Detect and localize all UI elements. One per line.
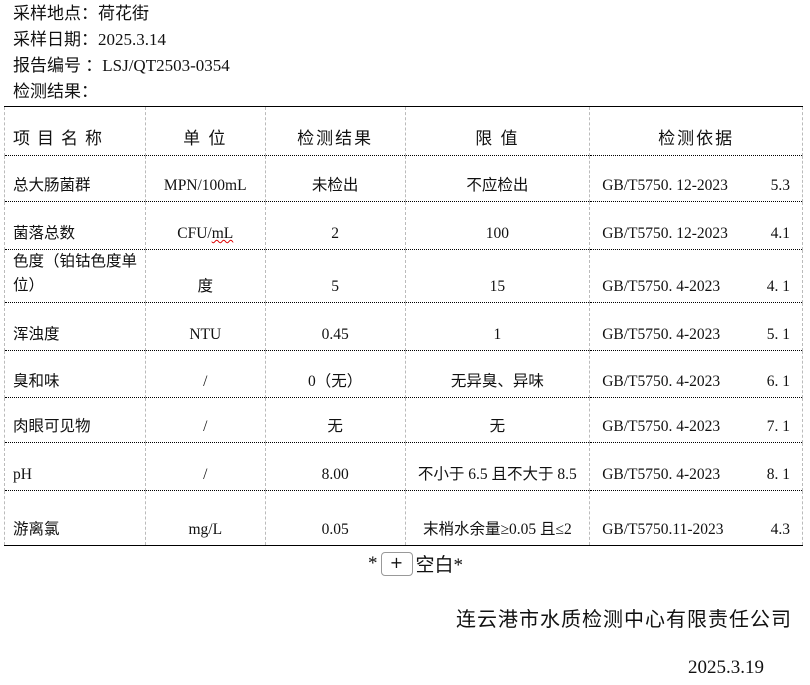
cell-standard: GB/T5750. 4-2023 5. 1 xyxy=(589,302,803,351)
cell-name: 肉眼可见物 xyxy=(4,397,146,443)
add-icon[interactable]: + xyxy=(380,551,413,576)
standard-code: GB/T5750. 4-2023 xyxy=(602,278,721,295)
col-header-name: 项目名称 xyxy=(4,106,146,156)
cell-name: 总大肠菌群 xyxy=(4,155,146,202)
standard-clause: 4. 1 xyxy=(766,278,790,295)
standard-clause: 4.3 xyxy=(770,521,790,538)
cell-limit: 无异臭、异味 xyxy=(404,350,591,398)
table-row: pH/8.00 不小于 6.5 且不大于 8.5 GB/T5750. 4-2023 8… xyxy=(4,442,803,491)
standard-clause: 4.1 xyxy=(770,225,790,242)
standard-code: GB/T5750. 4-2023 xyxy=(602,373,721,390)
table-row: 浑浊度 NTU 0.45 1 GB/T5750. 4-2023 5. 1 xyxy=(4,302,803,351)
table-row: 肉眼可见物 / 无无 GB/T5750. 4-2023 7. 1 xyxy=(4,397,803,443)
results-table: 项目名称 单 位 检测结果 限 值 检测依据 总大肠菌群 MPN/100mL 未检出… xyxy=(4,106,803,546)
cell-limit: 1 xyxy=(404,302,591,351)
cell-name: 臭和味 xyxy=(4,350,146,398)
cell-result: 无 xyxy=(264,397,406,443)
cell-standard: GB/T5750. 12-2023 5.3 xyxy=(589,155,803,202)
cell-result: 5 xyxy=(264,249,406,303)
standard-code: GB/T5750. 4-2023 xyxy=(602,326,721,343)
cell-limit: 无 xyxy=(404,397,591,443)
sampling-location: 采样地点：荷花街 xyxy=(13,4,149,23)
cell-result: 0.05 xyxy=(264,490,406,546)
cell-unit: CFU/mL xyxy=(144,201,266,250)
standard-clause: 5. 1 xyxy=(766,326,790,343)
cell-unit: 度 xyxy=(144,249,266,303)
cell-limit: 不应检出 xyxy=(404,155,591,202)
cell-result: 0（无） xyxy=(264,350,406,398)
table-row: 菌落总数 CFU/mL 2 100 GB/T5750. 12-2023 4.1 xyxy=(4,201,803,250)
table-row: 总大肠菌群 MPN/100mL 未检出 不应检出 GB/T5750. 12-2023 5.… xyxy=(4,155,803,202)
cell-standard: GB/T5750. 4-2023 7. 1 xyxy=(589,397,803,443)
cell-name: 色度（铂钴色度单位） xyxy=(4,249,146,303)
standard-code: GB/T5750. 12-2023 xyxy=(602,177,728,194)
cell-unit: NTU xyxy=(144,302,266,351)
cell-name: 游离氯 xyxy=(4,490,146,546)
report-number: 报告编号 ：LSJ/QT2503-0354 xyxy=(13,56,230,75)
company-name: 连云港市水质检测中心有限责任公司 xyxy=(456,609,792,631)
cell-name: 菌落总数 xyxy=(4,201,146,250)
cell-unit: mg/L xyxy=(144,490,266,546)
cell-name: pH xyxy=(4,442,146,491)
cell-limit: 100 xyxy=(404,201,591,250)
blank-note: * + 空白* xyxy=(368,551,464,576)
col-header-limit: 限 值 xyxy=(404,106,591,156)
cell-standard: GB/T5750. 12-2023 4.1 xyxy=(589,201,803,250)
standard-clause: 6. 1 xyxy=(766,373,790,390)
table-row: 色度（铂钴色度单位）度 5 15 GB/T5750. 4-2023 4. 1 xyxy=(4,249,803,303)
result-label: 检测结果： xyxy=(13,82,98,101)
cell-result: 2 xyxy=(264,201,406,250)
cell-result: 0.45 xyxy=(264,302,406,351)
standard-code: GB/T5750. 4-2023 xyxy=(602,466,721,483)
col-header-unit: 单 位 xyxy=(144,106,266,156)
standard-clause: 5.3 xyxy=(770,177,790,194)
standard-code: GB/T5750. 12-2023 xyxy=(602,225,728,242)
cell-standard: GB/T5750.11-2023 4.3 xyxy=(589,490,803,546)
standard-clause: 7. 1 xyxy=(766,418,790,435)
col-header-standard: 检测依据 xyxy=(589,106,803,156)
standard-code: GB/T5750. 4-2023 xyxy=(602,418,721,435)
sampling-date: 采样日期：2025.3.14 xyxy=(13,30,166,49)
cell-result: 8.00 xyxy=(264,442,406,491)
cell-standard: GB/T5750. 4-2023 4. 1 xyxy=(589,249,803,303)
standard-clause: 8. 1 xyxy=(766,466,790,483)
cell-result: 未检出 xyxy=(264,155,406,202)
cell-limit: 末梢水余量≥0.05 且≤2 xyxy=(404,490,591,546)
standard-code: GB/T5750.11-2023 xyxy=(602,521,724,538)
report-date: 2025.3.19 xyxy=(688,657,764,678)
cell-standard: GB/T5750. 4-2023 6. 1 xyxy=(589,350,803,398)
cell-unit: MPN/100mL xyxy=(144,155,266,202)
cell-limit: 不小于 6.5 且不大于 8.5 xyxy=(404,442,591,491)
table-header-row: 项目名称 单 位 检测结果 限 值 检测依据 xyxy=(4,106,803,156)
col-header-result: 检测结果 xyxy=(264,106,406,156)
cell-name: 浑浊度 xyxy=(4,302,146,351)
cell-limit: 15 xyxy=(404,249,591,303)
table-row: 臭和味/0（无） 无异臭、异味 GB/T5750. 4-2023 6. 1 xyxy=(4,350,803,398)
unit-text: CFU/mL xyxy=(177,225,234,242)
table-row: 游离氯 mg/L 0.05 末梢水余量≥0.05 且≤2 GB/T5750.11-202… xyxy=(4,490,803,546)
cell-standard: GB/T5750. 4-2023 8. 1 xyxy=(589,442,803,491)
cell-unit: / xyxy=(144,350,266,398)
cell-unit: / xyxy=(144,442,266,491)
cell-unit: / xyxy=(144,397,266,443)
